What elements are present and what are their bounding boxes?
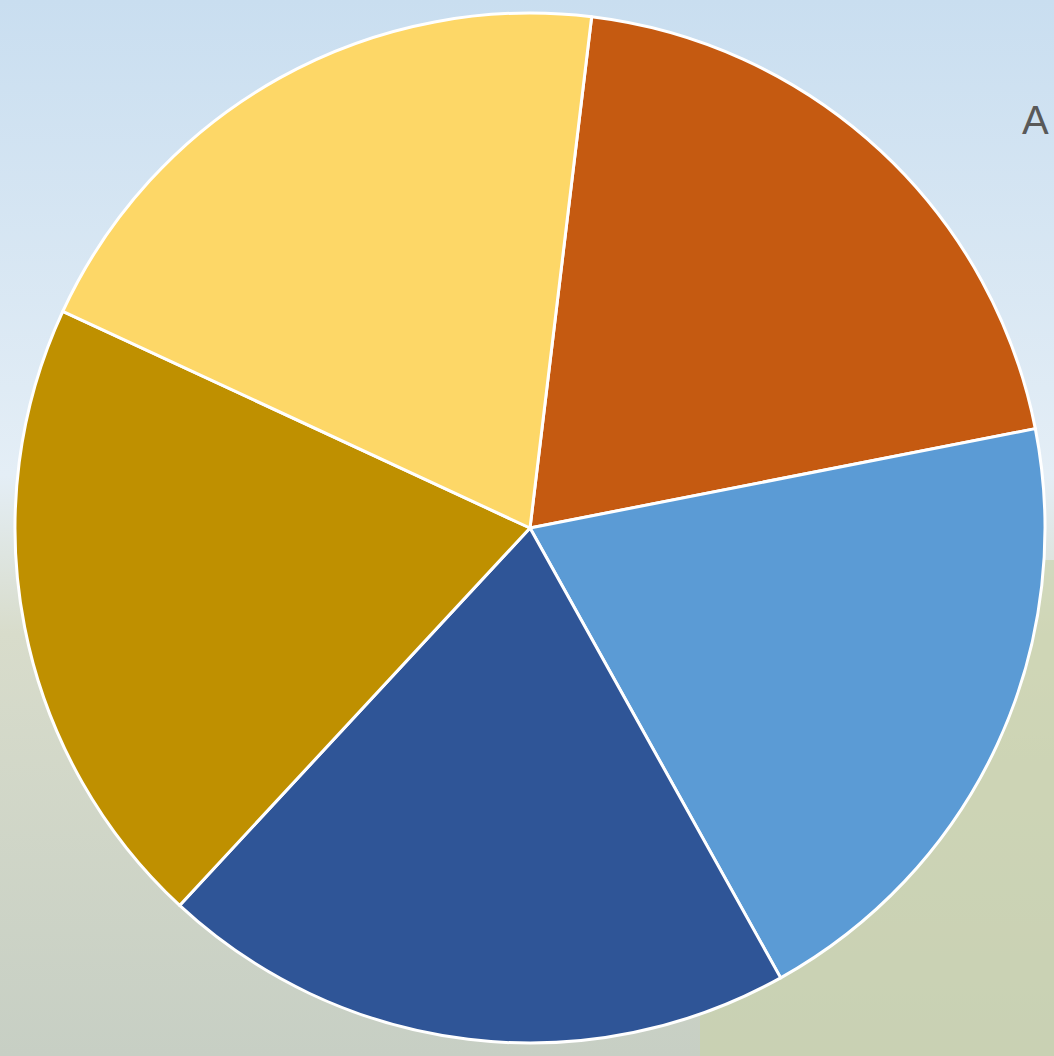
background: [0, 0, 1054, 1056]
annotation: A: [1022, 98, 1049, 142]
pie-slice: [63, 13, 592, 528]
pie: [15, 13, 1045, 1043]
chart: A: [0, 0, 1054, 1056]
